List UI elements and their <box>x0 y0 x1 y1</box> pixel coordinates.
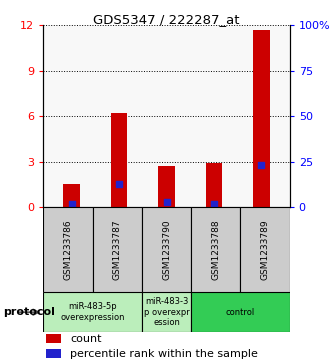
Bar <box>142 207 191 292</box>
Text: GSM1233790: GSM1233790 <box>162 219 171 280</box>
Point <box>117 181 122 187</box>
Bar <box>46 349 61 358</box>
Bar <box>46 334 61 343</box>
Bar <box>142 292 191 332</box>
Bar <box>205 163 222 207</box>
Bar <box>111 113 128 207</box>
Text: protocol: protocol <box>3 307 55 317</box>
Bar <box>158 166 175 207</box>
Bar <box>93 207 142 292</box>
Bar <box>43 292 142 332</box>
Bar <box>191 207 240 292</box>
Point <box>69 201 74 207</box>
Text: GSM1233788: GSM1233788 <box>211 219 220 280</box>
Text: control: control <box>226 308 255 317</box>
Text: count: count <box>70 334 102 344</box>
Text: GSM1233787: GSM1233787 <box>113 219 122 280</box>
Text: miR-483-5p
overexpression: miR-483-5p overexpression <box>60 302 125 322</box>
Text: GSM1233786: GSM1233786 <box>63 219 73 280</box>
Bar <box>63 184 80 207</box>
Text: miR-483-3
p overexpr
ession: miR-483-3 p overexpr ession <box>144 297 189 327</box>
Text: percentile rank within the sample: percentile rank within the sample <box>70 348 258 359</box>
Bar <box>43 207 93 292</box>
Bar <box>253 30 270 207</box>
Text: GDS5347 / 222287_at: GDS5347 / 222287_at <box>93 13 240 26</box>
Point <box>211 201 216 207</box>
Point <box>164 199 169 204</box>
Bar <box>191 292 290 332</box>
Text: GSM1233789: GSM1233789 <box>260 219 270 280</box>
Bar <box>240 207 290 292</box>
Point <box>259 162 264 167</box>
